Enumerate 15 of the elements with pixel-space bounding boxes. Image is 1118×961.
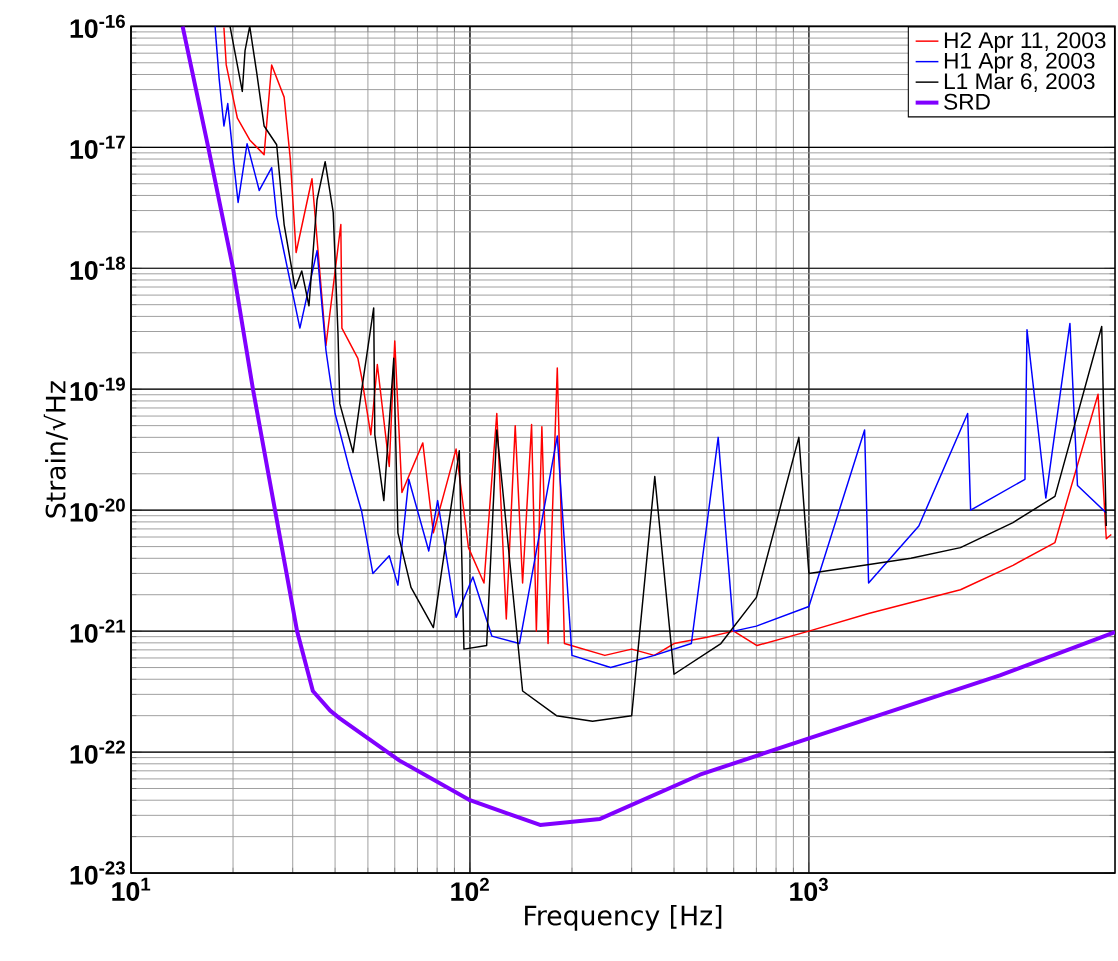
- legend-label: H1 Apr 8, 2003: [944, 52, 1095, 74]
- y-tick-label: 10$^{-16}$: [70, 14, 125, 39]
- legend-label: L1 Mar 6, 2003: [944, 73, 1095, 92]
- y-axis-title: Strain/√Hz: [43, 381, 68, 518]
- legend-label: H2 Apr 11, 2003: [944, 32, 1106, 53]
- y-tick-label: 10$^{-18}$: [70, 256, 126, 280]
- y-tick-label: 10$^{-21}$: [70, 619, 126, 643]
- y-tick-label: 10$^{-19}$: [70, 377, 125, 401]
- y-tick-label: 10$^{-20}$: [70, 498, 125, 522]
- x-axis-title: Frequency [Hz]: [525, 904, 722, 931]
- x-tick-label: 10$^{3}$: [790, 877, 828, 902]
- y-tick-label: 10$^{-17}$: [70, 135, 125, 159]
- legend-label: SRD: [944, 93, 990, 110]
- x-tick-label: 10$^{2}$: [451, 877, 489, 902]
- y-tick-label: 10$^{-22}$: [70, 740, 125, 764]
